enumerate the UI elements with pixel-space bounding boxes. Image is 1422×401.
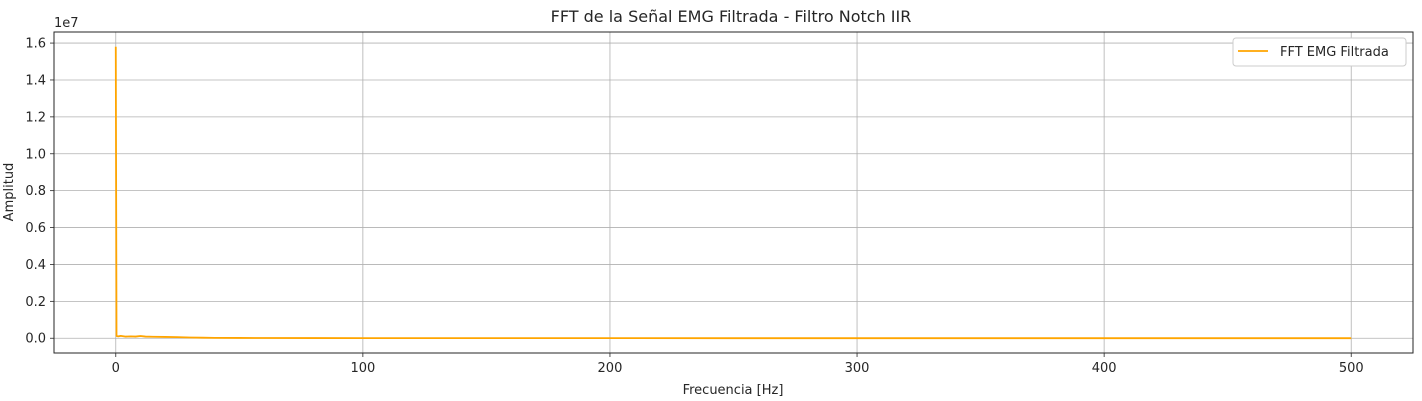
x-tick-label: 300 [845, 361, 870, 376]
y-tick-label: 0.2 [25, 295, 46, 310]
y-tick-label: 1.4 [25, 73, 46, 88]
y-tick-label: 0.8 [25, 184, 46, 199]
x-axis-label: Frecuencia [Hz] [683, 383, 784, 398]
legend-entry-label: FFT EMG Filtrada [1280, 45, 1389, 60]
x-tick-label: 200 [598, 361, 623, 376]
y-tick-label: 0.6 [25, 221, 46, 236]
y-axis-label: Amplitud [2, 163, 17, 222]
plot-series [114, 46, 1352, 340]
series-line [114, 46, 1352, 340]
y-tick-label: 0.0 [25, 332, 46, 347]
x-tick-label: 400 [1092, 361, 1117, 376]
y-axis-ticks: 0.0 0.2 0.4 0.6 0.8 1.0 1.2 1.4 1.6 [25, 37, 54, 347]
chart-title: FFT de la Señal EMG Filtrada - Filtro No… [551, 7, 912, 26]
y-offset-label: 1e7 [54, 16, 79, 31]
y-tick-label: 1.2 [25, 110, 46, 125]
legend-box [1232, 37, 1407, 67]
legend: FFT EMG Filtrada [1232, 37, 1407, 67]
plot-area-frame [53, 31, 1414, 354]
x-tick-label: 500 [1339, 361, 1364, 376]
y-tick-label: 1.6 [25, 37, 46, 52]
x-tick-label: 100 [350, 361, 375, 376]
y-tick-label: 0.4 [25, 258, 46, 273]
y-tick-label: 1.0 [25, 147, 46, 162]
x-axis-ticks: 0 100 200 300 400 500 [112, 353, 1364, 376]
x-tick-label: 0 [112, 361, 120, 376]
grid-lines [54, 32, 1413, 353]
